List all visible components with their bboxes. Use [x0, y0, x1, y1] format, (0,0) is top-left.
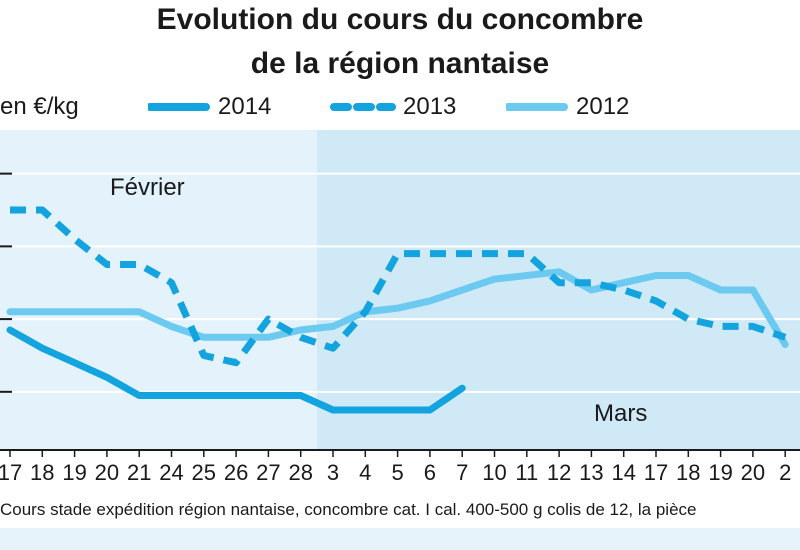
- month-label-fevrier: Février: [110, 174, 185, 201]
- x-tick-label: 2: [779, 460, 791, 485]
- x-tick-label: 25: [192, 460, 216, 485]
- legend-label-2013: 2013: [403, 93, 457, 120]
- x-tick-label: 7: [456, 460, 468, 485]
- series-line-2012: [6, 268, 789, 348]
- chart-title-line-2: de la région nantaise: [250, 47, 550, 80]
- x-tick-label: 20: [95, 460, 119, 485]
- x-tick-label: 12: [547, 460, 571, 485]
- x-tick-label: 19: [708, 460, 732, 485]
- legend-label-2012: 2012: [576, 93, 630, 120]
- legend-swatch-2013: [330, 103, 396, 111]
- x-tick-label: 27: [256, 460, 280, 485]
- x-tick-label: 5: [391, 460, 403, 485]
- legend-item-2014: 2014: [148, 92, 328, 122]
- series-line-2013: [10, 206, 787, 367]
- bottom-band: [0, 528, 800, 550]
- legend-label-2014: 2014: [218, 93, 272, 120]
- x-tick-label: 28: [288, 460, 312, 485]
- legend-swatch-2014: [148, 103, 210, 111]
- x-tick-label: 3: [327, 460, 339, 485]
- legend-item-2012: 2012: [506, 92, 666, 122]
- x-tick-label: 14: [611, 460, 635, 485]
- x-tick-label: 13: [579, 460, 603, 485]
- legend-swatch-2012: [506, 103, 568, 111]
- x-tick-label: 17: [644, 460, 668, 485]
- x-tick-label: 21: [127, 460, 151, 485]
- x-tick-label: 26: [224, 460, 248, 485]
- x-tick-label: 24: [159, 460, 183, 485]
- unit-label: en €/kg: [0, 93, 79, 120]
- x-tick-label: 4: [359, 460, 371, 485]
- series-line-2014: [6, 326, 466, 414]
- x-tick-label: 19: [62, 460, 86, 485]
- x-tick-label: 20: [741, 460, 765, 485]
- x-tick-label: 6: [424, 460, 436, 485]
- x-tick-label: 11: [515, 460, 538, 485]
- month-label-mars: Mars: [594, 400, 647, 427]
- chart-footnote: Cours stade expédition région nantaise, …: [0, 500, 697, 519]
- x-tick-label: 17: [0, 460, 22, 485]
- x-tick-label: 10: [482, 460, 506, 485]
- x-tick-label: 18: [30, 460, 54, 485]
- legend-item-2013: 2013: [330, 92, 510, 122]
- chart-title-line-1: Evolution du cours du concombre: [156, 3, 644, 36]
- x-tick-label: 18: [676, 460, 700, 485]
